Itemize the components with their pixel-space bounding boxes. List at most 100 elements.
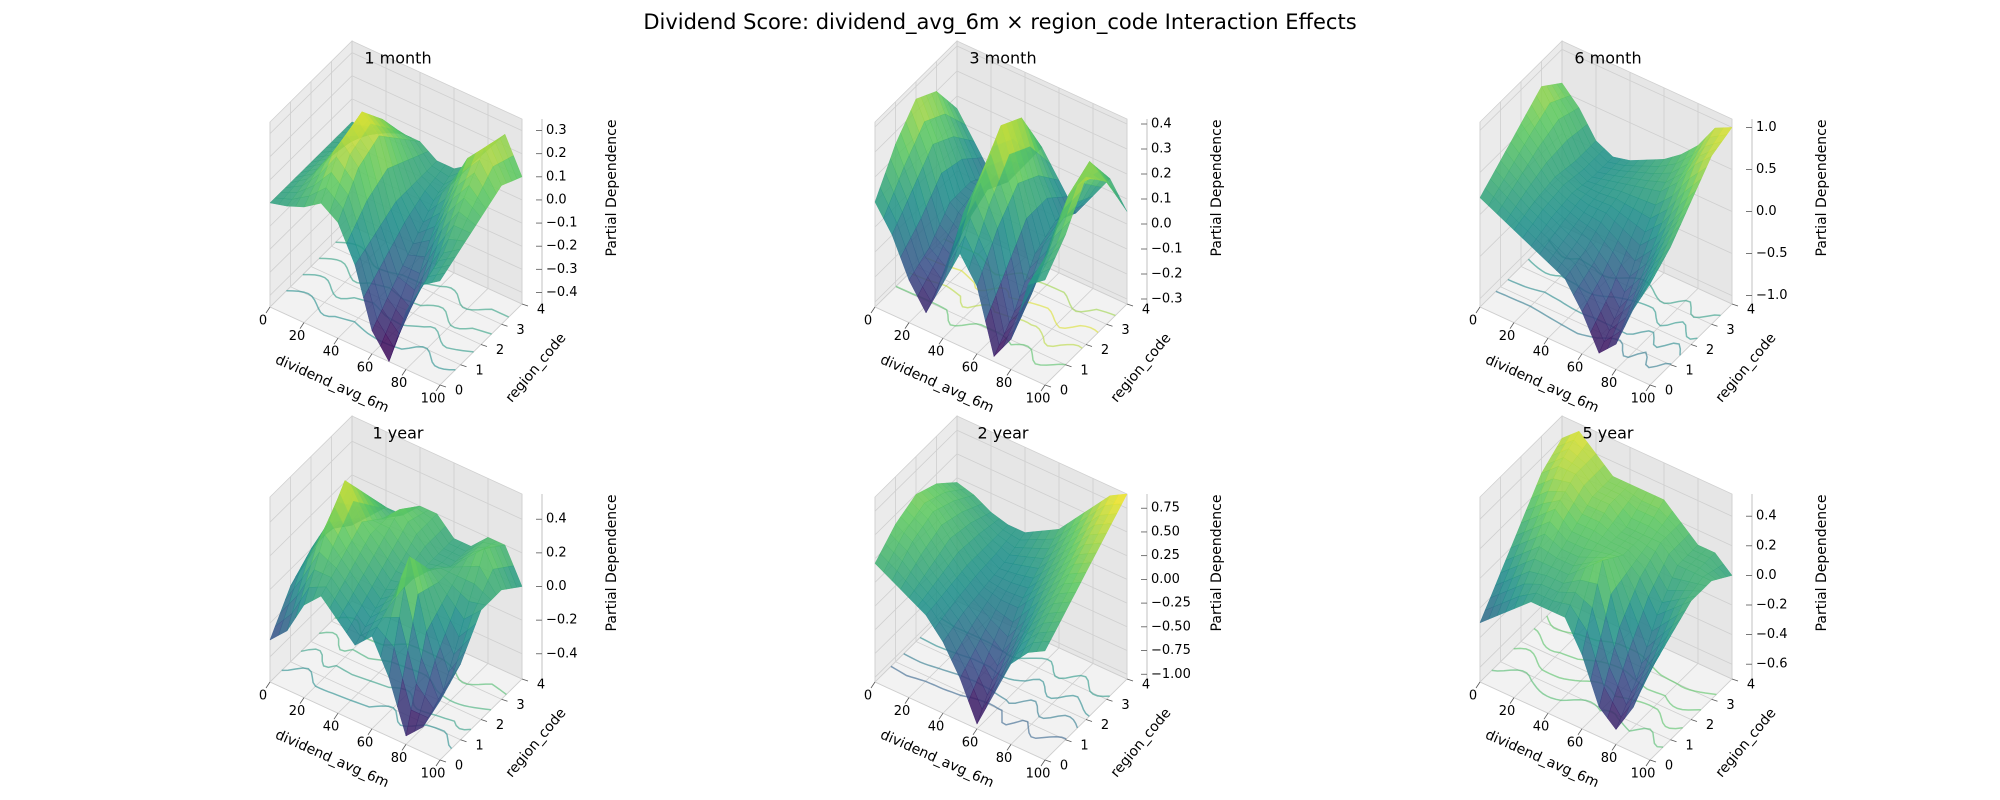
y-tick (1711, 698, 1718, 702)
y-tick (1690, 344, 1698, 347)
y-tick-label: 2 (1706, 718, 1714, 733)
x-tick-label: 80 (1601, 751, 1618, 766)
x-tick-label: 80 (996, 751, 1013, 766)
z-tick-label: 0.25 (1151, 548, 1180, 563)
x-tick (1509, 322, 1515, 329)
y-tick-label: 4 (1142, 678, 1150, 693)
z-tick-label: 0.2 (546, 545, 567, 560)
y-tick-label: 1 (1685, 738, 1693, 753)
grid-line-z (1479, 48, 1733, 131)
x-tick-label: 40 (928, 720, 945, 735)
grid-line-z (269, 98, 523, 181)
z-tick-label: 0.50 (1151, 524, 1180, 539)
z-tick-label: −0.2 (546, 239, 578, 254)
z-tick-label: 1.0 (1756, 120, 1777, 135)
z-tick-label: 0.0 (546, 579, 567, 594)
surface-patch (431, 272, 446, 284)
y-tick (1065, 739, 1072, 743)
y-axis-label: region_code (1108, 705, 1175, 780)
x-tick (1475, 306, 1481, 314)
x-tick (299, 322, 305, 329)
x-tick (972, 353, 978, 361)
y-axis-label: region_code (1713, 330, 1780, 405)
floor-contour-line (281, 667, 453, 750)
x-tick (435, 384, 441, 392)
x-tick (435, 759, 441, 767)
x-tick-label: 0 (259, 689, 267, 704)
x-tick (1645, 384, 1651, 392)
y-tick (501, 698, 508, 702)
y-tick-label: 3 (516, 698, 524, 713)
z-tick-label: 0.00 (1151, 572, 1180, 587)
grid-line-y (331, 61, 502, 325)
z-tick-label: −0.1 (1151, 242, 1183, 257)
y-tick-label: 0 (1665, 759, 1673, 774)
z-tick-label: −0.2 (1151, 267, 1183, 282)
y-tick (1711, 323, 1718, 327)
x-tick (904, 322, 910, 329)
grid-line-z (874, 429, 1128, 512)
x-tick-label: 0 (864, 689, 872, 704)
y-tick-label: 0 (455, 384, 463, 399)
x-tick-label: 20 (1499, 704, 1516, 719)
x-tick (1040, 384, 1046, 392)
surface (1479, 82, 1733, 354)
z-tick-label: −0.2 (1756, 598, 1788, 613)
grid-line-z (874, 453, 1128, 536)
z-axis: −0.4 −0.3 −0.2 −0.1 0.0 0.1 0.2 0.3 Partial Depe… (536, 119, 620, 304)
surface (1479, 430, 1733, 731)
z-axis: −0.4 −0.2 0.0 0.2 0.4 Partial Dependence (536, 494, 620, 679)
x-tick-label: 100 (1631, 392, 1656, 407)
surface-patch (1641, 662, 1656, 690)
floor-contour-line (1495, 290, 1672, 369)
z-tick-label: 0.5 (1756, 162, 1777, 177)
x-tick (367, 728, 373, 736)
figure-title: Dividend Score: dividend_avg_6m × region… (643, 10, 1357, 34)
y-tick-label: 3 (1726, 698, 1734, 713)
x-axis-label: dividend_avg_6m (273, 727, 391, 791)
y-tick (1044, 384, 1052, 388)
z-tick-label: 0.2 (546, 146, 567, 161)
z-tick-label: 0.4 (546, 512, 567, 527)
x-tick-label: 100 (1026, 767, 1051, 782)
subplot-title: 2 year (978, 424, 1029, 443)
z-tick-label: −0.3 (1151, 292, 1183, 307)
z-axis-label: Partial Dependence (1814, 495, 1830, 632)
z-tick-label: −0.75 (1151, 643, 1191, 658)
x-tick-label: 60 (962, 360, 979, 375)
y-tick (1065, 364, 1072, 368)
y-tick-label: 2 (1101, 343, 1109, 358)
y-tick (1649, 759, 1657, 763)
y-tick-label: 1 (1080, 363, 1088, 378)
z-tick-label: −0.50 (1151, 619, 1191, 634)
y-tick (439, 384, 447, 388)
y-tick-label: 2 (1101, 718, 1109, 733)
y-axis-label: region_code (503, 705, 570, 780)
z-tick-label: −1.0 (1756, 288, 1788, 303)
y-tick (1044, 759, 1052, 763)
x-tick (1006, 369, 1012, 376)
surface-patch (1036, 268, 1051, 283)
z-axis: −1.0 −0.5 0.0 0.5 1.0 Partial Dependence (1746, 119, 1830, 304)
surface (269, 111, 523, 363)
subplot-title: 6 month (1574, 49, 1641, 68)
grid-line-z (269, 440, 523, 523)
x-tick-label: 80 (996, 376, 1013, 391)
z-tick-label: 0.3 (1151, 142, 1172, 157)
x-tick-label: 20 (1499, 329, 1516, 344)
x-tick (938, 712, 944, 720)
y-tick (1085, 344, 1093, 347)
x-tick-label: 0 (1469, 314, 1477, 329)
z-tick-label: −0.4 (546, 646, 578, 661)
x-tick (367, 353, 373, 361)
x-tick-label: 20 (289, 704, 306, 719)
surface-patch (431, 691, 446, 715)
x-tick (870, 306, 876, 314)
y-tick (1670, 364, 1677, 368)
y-tick (480, 344, 488, 347)
z-tick-label: −0.4 (1756, 627, 1788, 642)
